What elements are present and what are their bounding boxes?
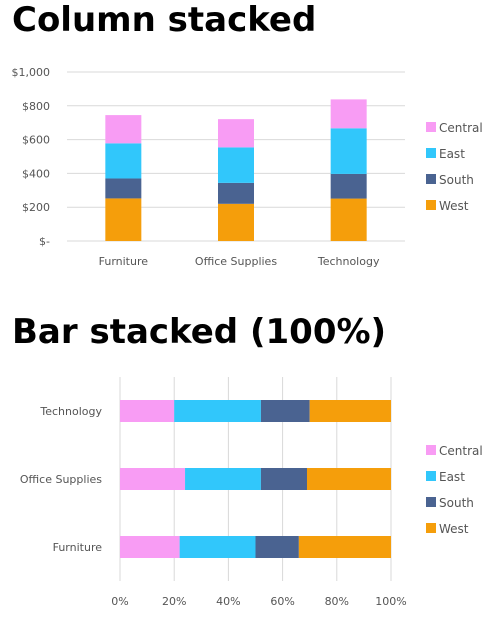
x-tick-label: 20% <box>162 595 186 608</box>
y-tick-label: $1,000 <box>12 66 51 79</box>
bar-office-supplies-east <box>218 147 254 183</box>
bar-technology-central <box>330 99 367 129</box>
x-tick-label: 60% <box>270 595 294 608</box>
legend-swatch-east <box>426 471 436 481</box>
legend-swatch-east <box>426 148 436 158</box>
bar-furniture-east <box>105 143 142 179</box>
bar-office-supplies-south <box>260 468 307 490</box>
bar-furniture-west <box>105 198 142 241</box>
legend-label: Central <box>439 444 483 458</box>
bar-furniture-south <box>255 536 299 558</box>
column-stacked-chart: $- $200 $400 $600 $800 $1,000 Furniture Office … <box>12 66 483 268</box>
bar-furniture-central <box>105 115 142 144</box>
legend-swatch-west <box>426 200 436 210</box>
chart-2-title: Bar stacked (100%) <box>12 312 387 352</box>
bar-furniture-central <box>120 536 180 558</box>
legend-swatch-south <box>426 497 436 507</box>
bar-technology-west <box>309 400 391 422</box>
y-tick-label: Technology <box>39 405 102 418</box>
y-tick-label: $800 <box>22 100 50 113</box>
legend-label: East <box>439 470 465 484</box>
bar-technology-west <box>330 198 367 241</box>
legend-swatch-central <box>426 445 436 455</box>
bar-office-supplies-south <box>218 182 254 204</box>
legend-label: West <box>439 199 469 213</box>
x-tick-label: 40% <box>216 595 240 608</box>
x-tick-label: 80% <box>325 595 349 608</box>
y-tick-label: $200 <box>22 201 50 214</box>
chart-1-title: Column stacked <box>12 0 317 40</box>
bar-office-supplies-west <box>218 203 254 241</box>
legend-label: Central <box>439 121 483 135</box>
legend-label: East <box>439 147 465 161</box>
y-tick-label: Office Supplies <box>20 473 102 486</box>
legend-swatch-south <box>426 174 436 184</box>
bar-furniture-east <box>179 536 256 558</box>
y-tick-label: $- <box>39 235 50 248</box>
x-tick-label: 0% <box>111 595 128 608</box>
x-tick-label: Technology <box>317 255 380 268</box>
legend-swatch-central <box>426 122 436 132</box>
legend-label: South <box>439 496 474 510</box>
legend-label: South <box>439 173 474 187</box>
bar-office-supplies-central <box>120 468 186 490</box>
y-tick-label: Furniture <box>53 541 103 554</box>
bar-office-supplies-east <box>185 468 261 490</box>
y-tick-label: $600 <box>22 134 50 147</box>
legend-label: West <box>439 522 469 536</box>
bar-technology-central <box>120 400 175 422</box>
bar-office-supplies-west <box>306 468 391 490</box>
bar-technology-south <box>330 173 367 199</box>
bar-furniture-west <box>298 536 391 558</box>
x-tick-label: Office Supplies <box>195 255 277 268</box>
bar-technology-east <box>174 400 261 422</box>
x-tick-label: 100% <box>375 595 406 608</box>
bar-office-supplies-central <box>218 119 254 148</box>
y-tick-label: $400 <box>22 167 50 180</box>
bar-furniture-south <box>105 178 142 199</box>
bar-technology-east <box>330 128 367 174</box>
x-tick-label: Furniture <box>99 255 149 268</box>
bar-technology-south <box>260 400 310 422</box>
legend-swatch-west <box>426 523 436 533</box>
